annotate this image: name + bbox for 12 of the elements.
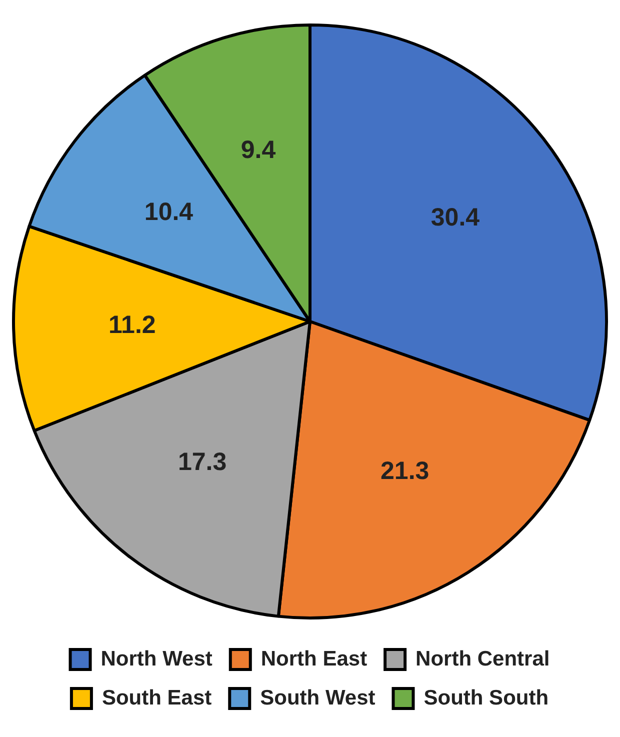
- legend-label: North West: [100, 647, 212, 670]
- legend-label: North East: [260, 647, 368, 670]
- data-label: 11.2: [108, 310, 156, 339]
- data-label: 9.4: [240, 136, 276, 164]
- data-label: 30.4: [430, 204, 480, 232]
- data-label: 17.3: [178, 448, 227, 476]
- legend-label: South East: [102, 686, 212, 710]
- legend-label: South South: [424, 686, 549, 710]
- legend-label: South West: [260, 686, 376, 710]
- legend-label: North Central: [416, 647, 550, 670]
- data-label: 21.3: [380, 456, 430, 485]
- data-label: 10.4: [144, 198, 194, 226]
